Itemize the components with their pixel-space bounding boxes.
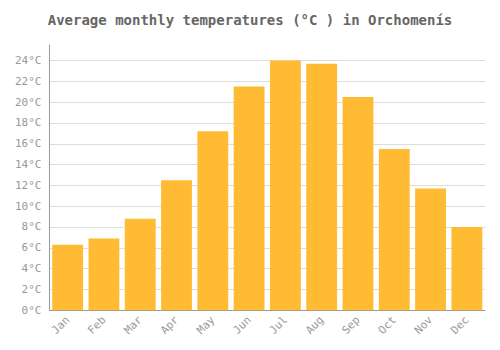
svg-text:4°C: 4°C (22, 262, 42, 275)
svg-text:Mar: Mar (122, 313, 145, 336)
svg-text:24°C: 24°C (15, 54, 42, 67)
svg-text:Jun: Jun (230, 314, 253, 337)
svg-text:Jul: Jul (267, 314, 290, 337)
svg-text:6°C: 6°C (22, 241, 42, 254)
svg-text:Jan: Jan (49, 314, 72, 337)
svg-text:10°C: 10°C (15, 200, 42, 213)
svg-text:Nov: Nov (412, 313, 435, 336)
svg-text:Aug: Aug (303, 314, 326, 337)
svg-text:Oct: Oct (376, 314, 399, 337)
svg-text:20°C: 20°C (15, 96, 42, 109)
svg-text:14°C: 14°C (15, 158, 42, 171)
svg-text:Feb: Feb (85, 314, 108, 337)
svg-text:May: May (194, 313, 217, 336)
svg-text:Average monthly temperatures (: Average monthly temperatures (°C ) in Or… (48, 12, 453, 28)
svg-text:Apr: Apr (158, 313, 181, 336)
svg-text:Dec: Dec (448, 314, 471, 337)
svg-text:0°C: 0°C (22, 304, 42, 317)
svg-text:2°C: 2°C (22, 283, 42, 296)
svg-text:16°C: 16°C (15, 137, 42, 150)
svg-text:8°C: 8°C (22, 220, 42, 233)
svg-text:22°C: 22°C (15, 75, 42, 88)
svg-text:12°C: 12°C (15, 179, 42, 192)
svg-text:18°C: 18°C (15, 116, 42, 129)
svg-text:Sep: Sep (339, 314, 362, 337)
